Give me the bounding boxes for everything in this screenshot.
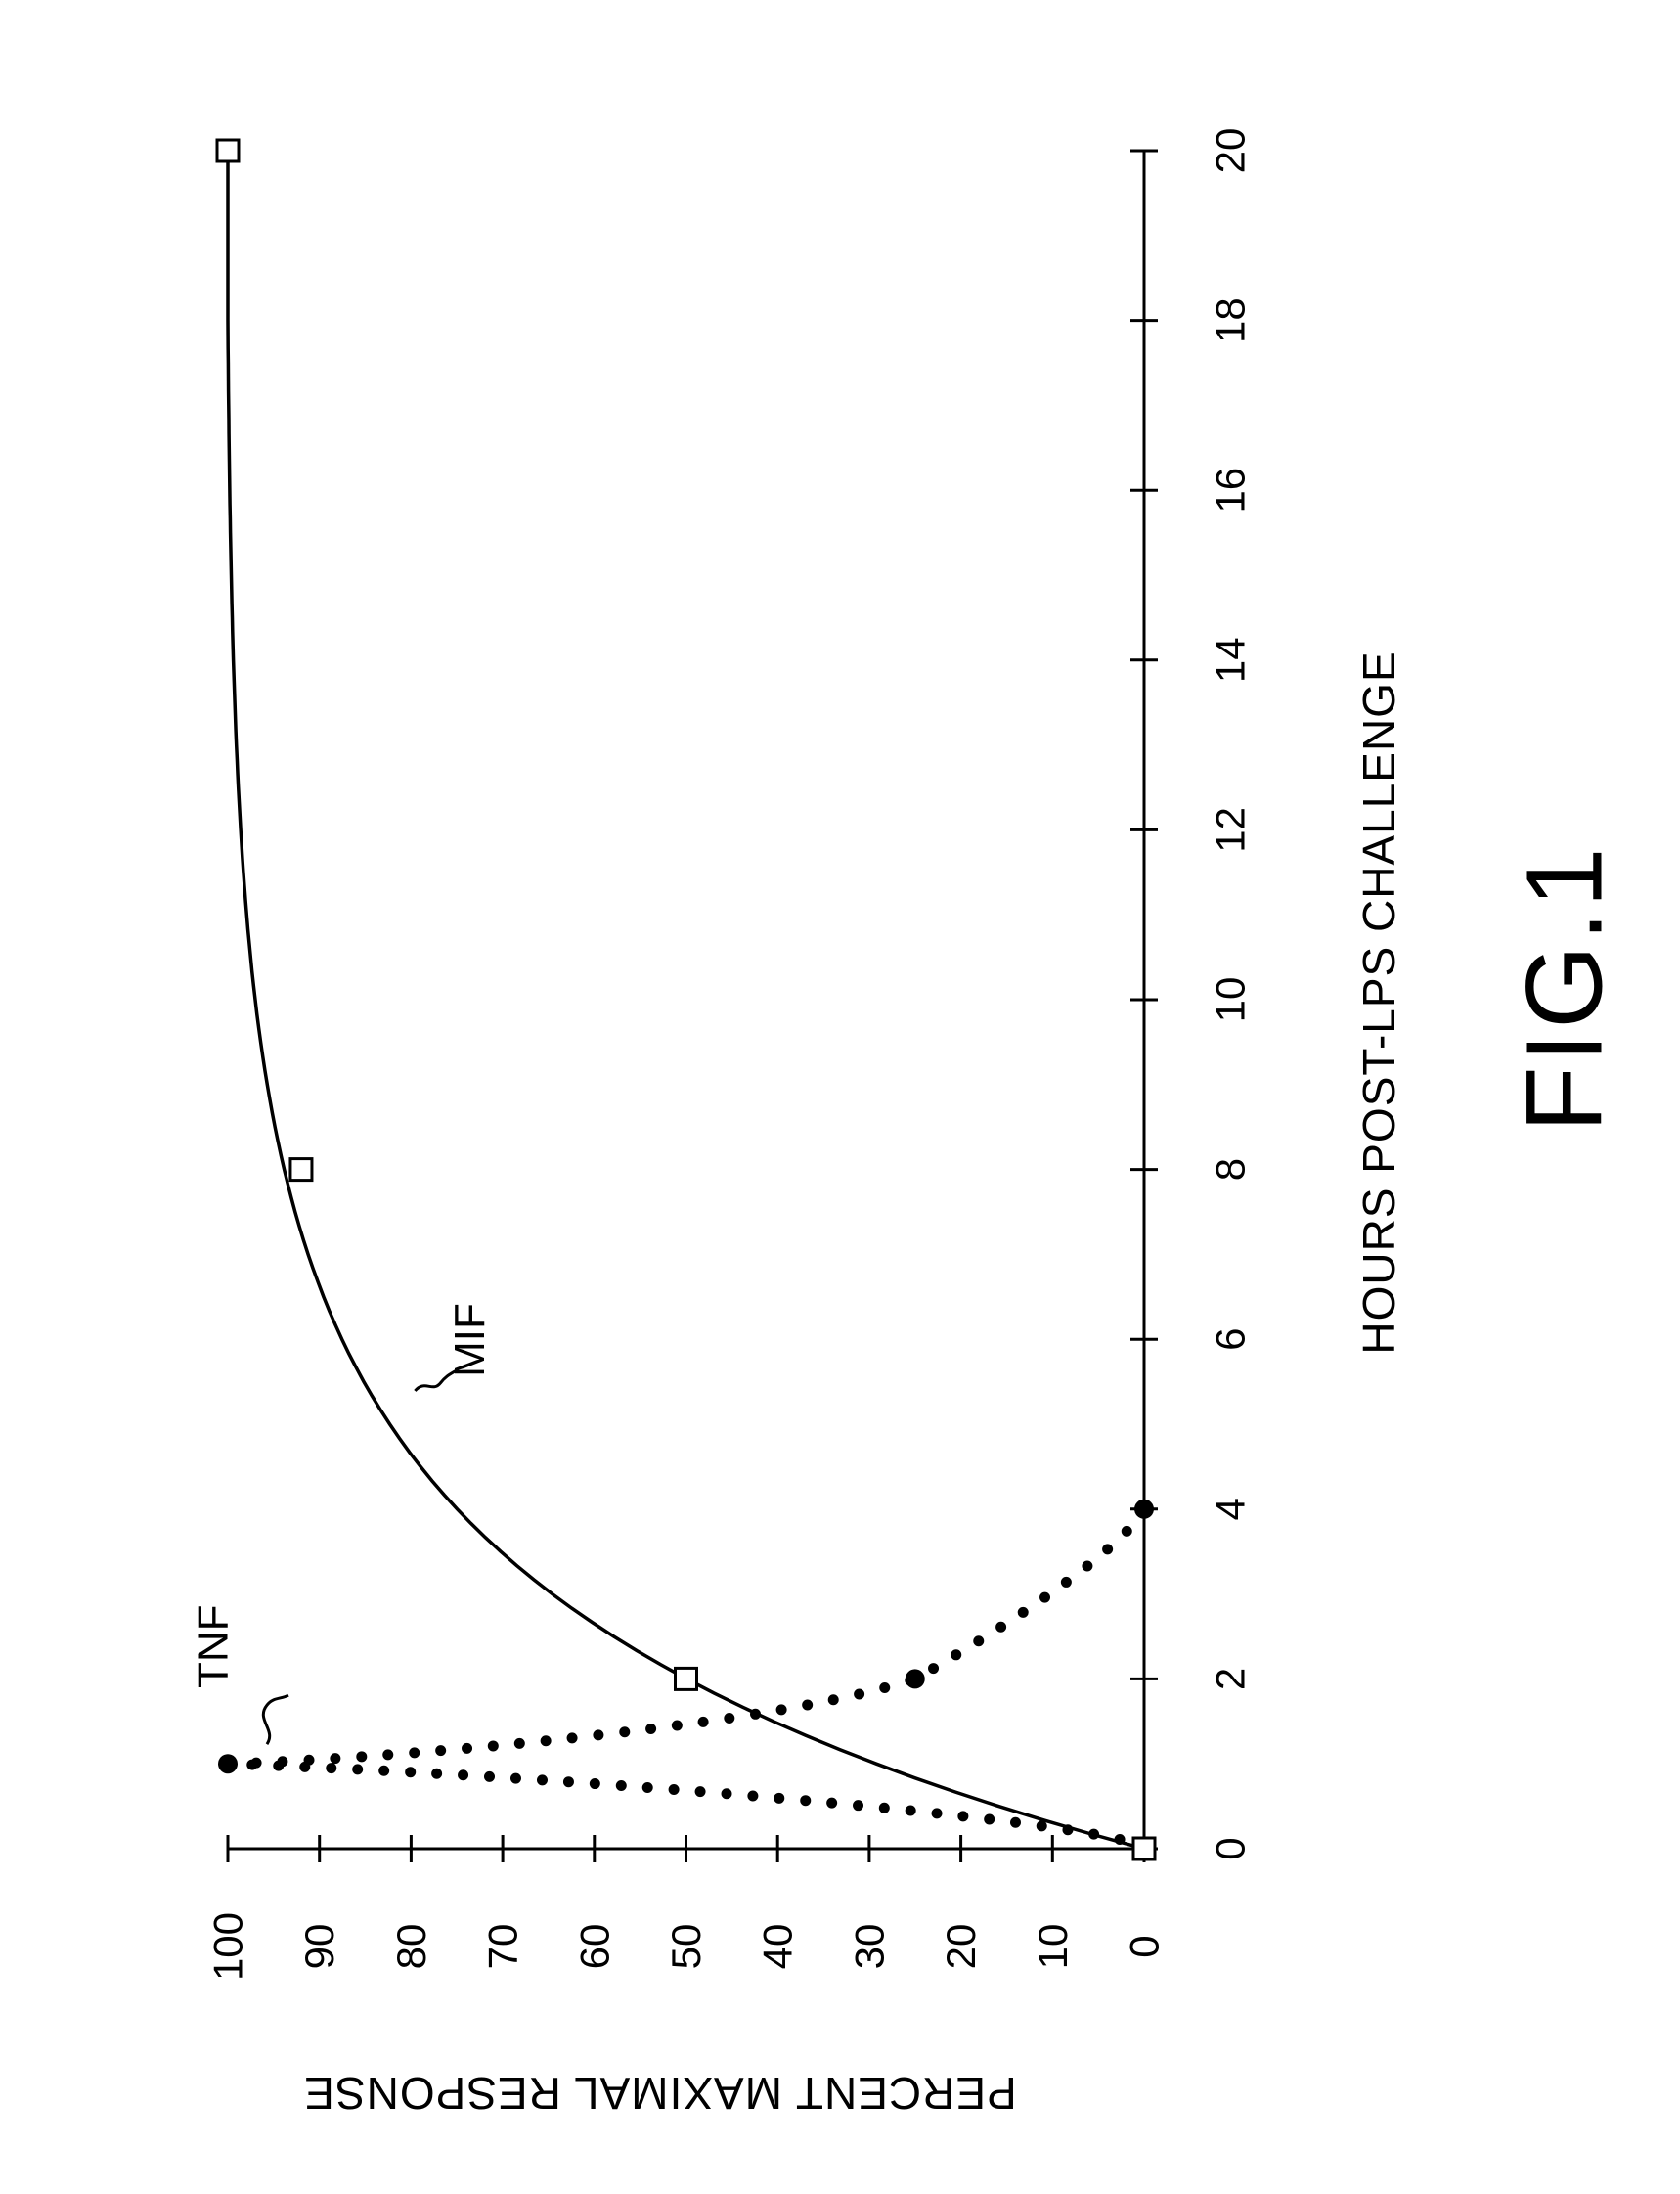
mif-data-point [290, 1159, 312, 1181]
y-tick-label: 90 [296, 1924, 342, 1970]
tnf-series-label: TNF [190, 1604, 238, 1688]
tnf-data-point [218, 1754, 238, 1773]
x-tick-label: 16 [1208, 468, 1254, 514]
y-tick-label: 20 [938, 1924, 984, 1970]
mif-label-leader [415, 1369, 458, 1391]
x-tick-label: 6 [1208, 1328, 1254, 1351]
mif-data-point [1133, 1838, 1155, 1859]
y-tick-label: 60 [571, 1924, 617, 1970]
x-tick-label: 18 [1208, 297, 1254, 343]
tnf-data-point [906, 1669, 925, 1688]
chart-axes: 0 2 4 6 8 10 12 14 16 18 20 0 10 20 30 40 50 60 70 80 90 100 [205, 128, 1254, 1981]
mif-data-point [676, 1668, 697, 1689]
mif-series-line [228, 151, 1144, 1849]
y-tick-label: 10 [1030, 1924, 1076, 1970]
y-tick-label: 50 [663, 1924, 709, 1970]
x-tick-label: 20 [1208, 128, 1254, 174]
y-tick-label: 100 [205, 1912, 251, 1981]
chart-series-layer [217, 140, 1155, 1859]
y-tick-label: 80 [388, 1924, 434, 1970]
x-tick-label: 0 [1208, 1837, 1254, 1859]
x-axis-title: HOURS POST-LPS CHALLENGE [1353, 650, 1404, 1354]
y-tick-label: 70 [480, 1924, 526, 1970]
x-tick-label: 12 [1208, 807, 1254, 853]
x-tick-label: 10 [1208, 977, 1254, 1023]
tnf-data-point [1134, 1500, 1154, 1519]
y-tick-label: 30 [846, 1924, 892, 1970]
figure-label: FIG.1 [1505, 843, 1625, 1132]
x-tick-label: 2 [1208, 1668, 1254, 1690]
y-tick-label: 0 [1122, 1935, 1168, 1957]
x-tick-label: 14 [1208, 637, 1254, 683]
mif-series-label: MIF [446, 1303, 494, 1377]
mif-data-point [217, 140, 239, 161]
tnf-label-leader [263, 1695, 288, 1744]
y-tick-label: 40 [755, 1924, 801, 1970]
x-tick-label: 8 [1208, 1158, 1254, 1181]
y-axis-title: PERCENT MAXIMAL RESPONSE [303, 2068, 1017, 2119]
chart-labels: HOURS POST-LPS CHALLENGE PERCENT MAXIMAL … [190, 650, 1625, 2119]
x-tick-label: 4 [1208, 1498, 1254, 1520]
